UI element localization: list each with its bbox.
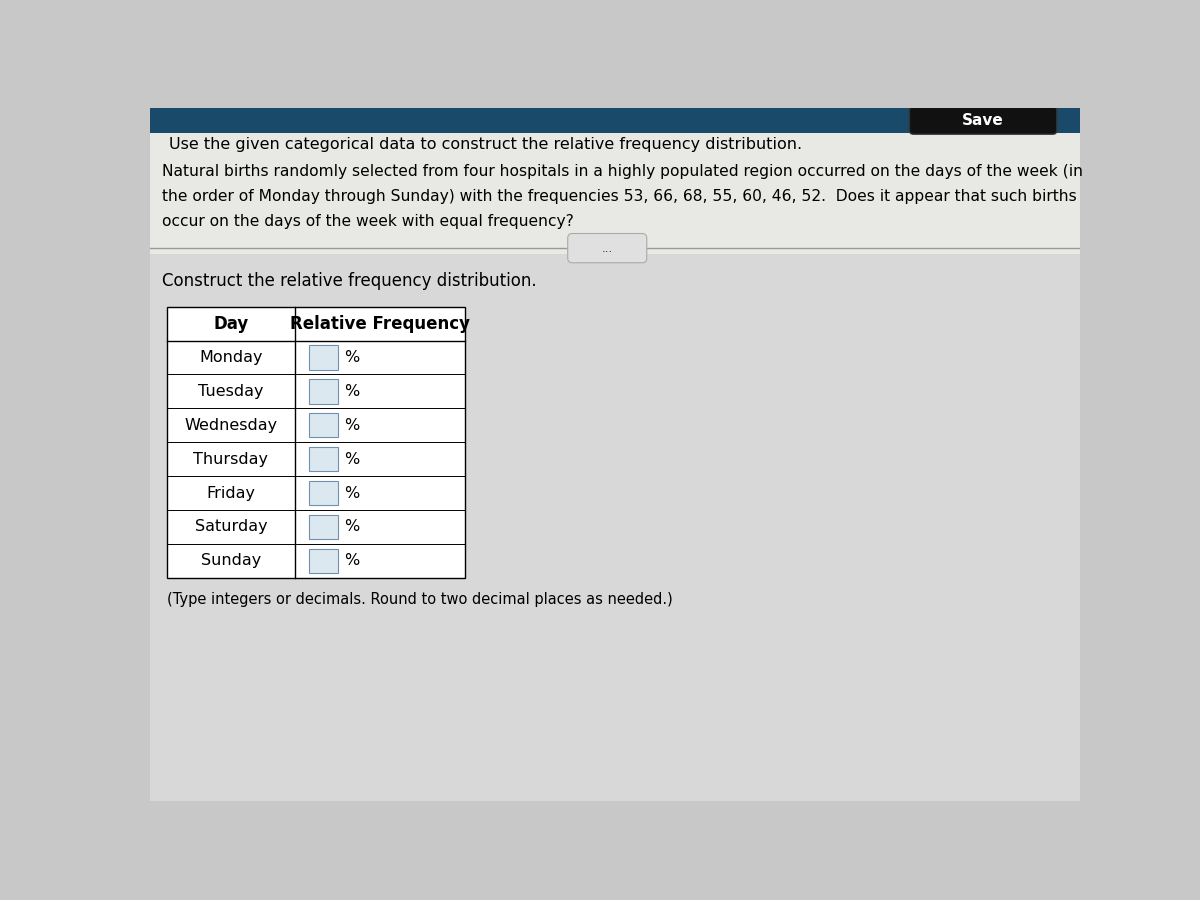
Bar bbox=[308, 379, 338, 403]
Text: %: % bbox=[343, 418, 359, 433]
Bar bbox=[308, 481, 338, 505]
FancyBboxPatch shape bbox=[568, 233, 647, 263]
Text: (Type integers or decimals. Round to two decimal places as needed.): (Type integers or decimals. Round to two… bbox=[167, 592, 673, 607]
Bar bbox=[308, 447, 338, 472]
Text: Friday: Friday bbox=[206, 485, 256, 500]
Text: Day: Day bbox=[214, 315, 248, 333]
Text: occur on the days of the week with equal frequency?: occur on the days of the week with equal… bbox=[162, 213, 574, 229]
Text: Use the given categorical data to construct the relative frequency distribution.: Use the given categorical data to constr… bbox=[169, 138, 803, 152]
Bar bbox=[150, 108, 1080, 132]
Text: Tuesday: Tuesday bbox=[198, 384, 264, 399]
Text: Save: Save bbox=[962, 112, 1004, 128]
Text: Natural births randomly selected from four hospitals in a highly populated regio: Natural births randomly selected from fo… bbox=[162, 165, 1082, 179]
Text: Saturday: Saturday bbox=[194, 519, 268, 535]
Bar bbox=[167, 307, 466, 578]
Text: Sunday: Sunday bbox=[200, 554, 262, 568]
Bar bbox=[308, 549, 338, 573]
Text: %: % bbox=[343, 485, 359, 500]
Text: %: % bbox=[343, 384, 359, 399]
Bar bbox=[308, 346, 338, 370]
Bar bbox=[308, 515, 338, 539]
Text: %: % bbox=[343, 519, 359, 535]
Text: %: % bbox=[343, 554, 359, 568]
Text: Monday: Monday bbox=[199, 350, 263, 365]
Text: %: % bbox=[343, 452, 359, 466]
Bar bbox=[308, 413, 338, 437]
Bar bbox=[150, 132, 1080, 255]
FancyBboxPatch shape bbox=[910, 106, 1057, 134]
Text: %: % bbox=[343, 350, 359, 365]
Text: Wednesday: Wednesday bbox=[185, 418, 277, 433]
Text: Construct the relative frequency distribution.: Construct the relative frequency distrib… bbox=[162, 272, 536, 290]
Text: ...: ... bbox=[601, 241, 613, 255]
Text: Thursday: Thursday bbox=[193, 452, 269, 466]
Text: the order of Monday through Sunday) with the frequencies 53, 66, 68, 55, 60, 46,: the order of Monday through Sunday) with… bbox=[162, 189, 1076, 204]
Text: Relative Frequency: Relative Frequency bbox=[290, 315, 470, 333]
